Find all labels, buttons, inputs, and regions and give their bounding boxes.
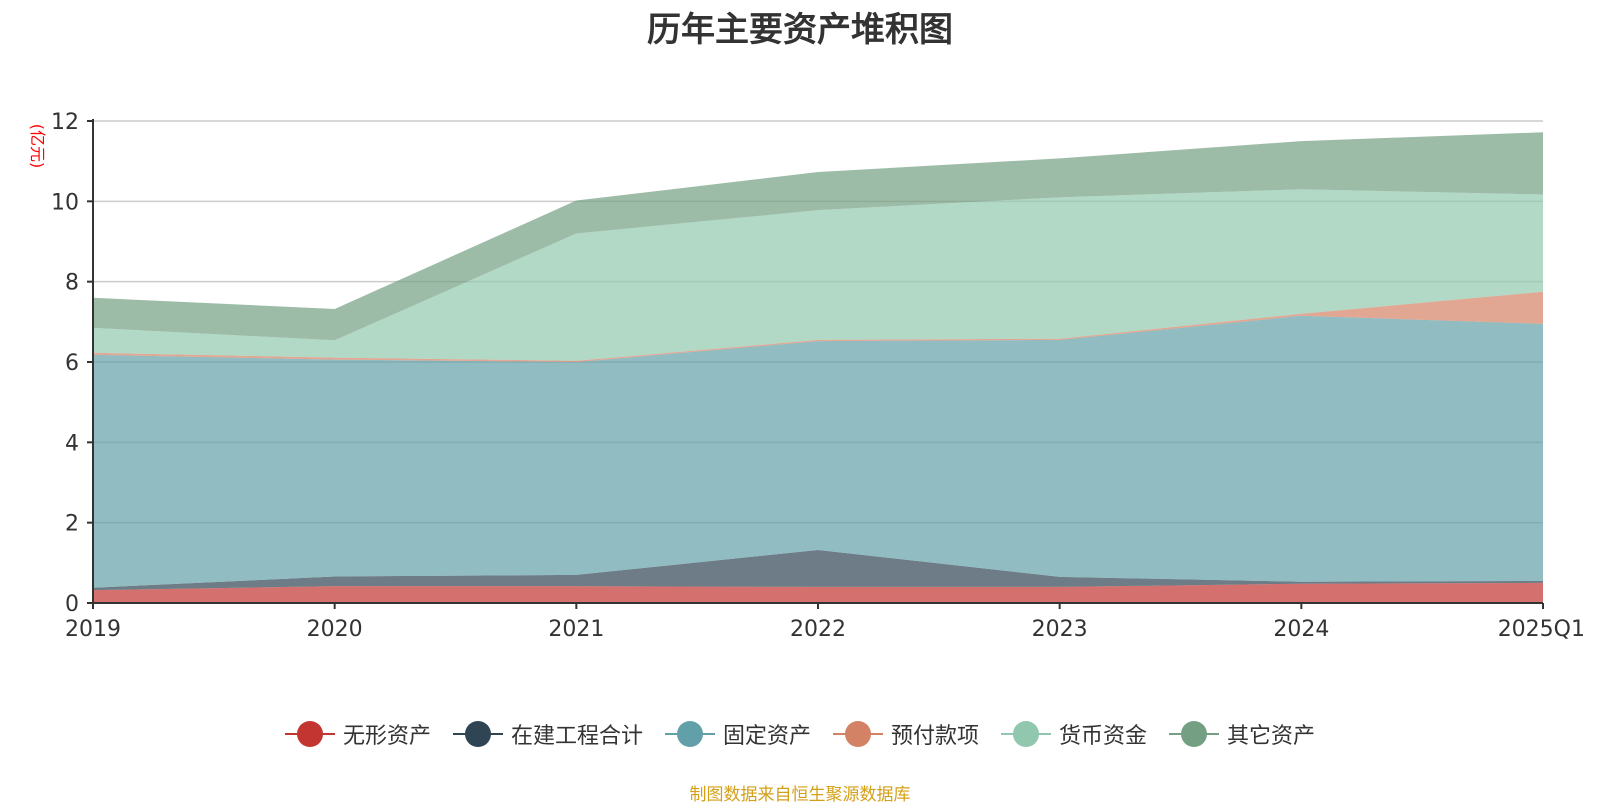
chart-plot: 0 2 4 6 8 10 12 2019 2020 2021 2022 2023 2024 2025Q1 (… (28, 110, 1585, 642)
legend-marker (1169, 721, 1220, 747)
x-tick-label: 2019 (65, 617, 121, 642)
y-axis-label: (亿元) (28, 124, 47, 169)
x-tick-label: 2025Q1 (1498, 617, 1585, 642)
legend-label: 在建工程合计 (510, 724, 643, 749)
legend-item-3[interactable]: 预付款项 (833, 718, 979, 750)
y-tick-label: 10 (51, 190, 79, 215)
y-tick-label: 0 (65, 592, 79, 617)
legend-label: 其它资产 (1227, 724, 1316, 749)
legend-marker (833, 721, 883, 747)
legend-item-0[interactable]: 无形资产 (284, 718, 431, 750)
legend-label: 无形资产 (342, 724, 431, 749)
chart-title: 历年主要资产堆积图 (647, 10, 953, 50)
legend-label: 预付款项 (891, 724, 980, 749)
x-tick-label: 2024 (1273, 617, 1329, 642)
source-note: 制图数据来自恒生聚源数据库 (689, 785, 911, 805)
legend-marker (1001, 721, 1052, 747)
legend-marker (284, 721, 335, 747)
y-tick-label: 8 (65, 271, 79, 296)
legend-item-1[interactable]: 在建工程合计 (452, 718, 643, 750)
x-tick-label: 2021 (548, 617, 604, 642)
series-area-1 (93, 549, 1543, 591)
series-area-2 (93, 315, 1543, 588)
x-tick-label: 2020 (307, 617, 363, 642)
series-area-0 (93, 582, 1543, 603)
x-tick-label: 2023 (1032, 617, 1088, 642)
y-tick-label: 6 (65, 351, 79, 376)
series-area-4 (93, 189, 1543, 361)
legend-item-4[interactable]: 货币资金 (1001, 718, 1147, 750)
series-area-5 (93, 132, 1543, 341)
legend-marker (664, 721, 715, 747)
x-tick-label: 2022 (790, 617, 846, 642)
legend-item-2[interactable]: 固定资产 (664, 718, 811, 750)
legend: 无形资产 在建工程合计 固定资产 预付款项 货币资金 其它资产 (0, 718, 1600, 750)
legend-marker (452, 721, 503, 747)
legend-label: 货币资金 (1059, 724, 1148, 749)
y-tick-label: 2 (65, 512, 79, 537)
legend-item-5[interactable]: 其它资产 (1169, 718, 1315, 750)
legend-label: 固定资产 (722, 724, 811, 749)
y-tick-label: 4 (65, 431, 79, 456)
y-tick-label: 12 (51, 110, 79, 135)
